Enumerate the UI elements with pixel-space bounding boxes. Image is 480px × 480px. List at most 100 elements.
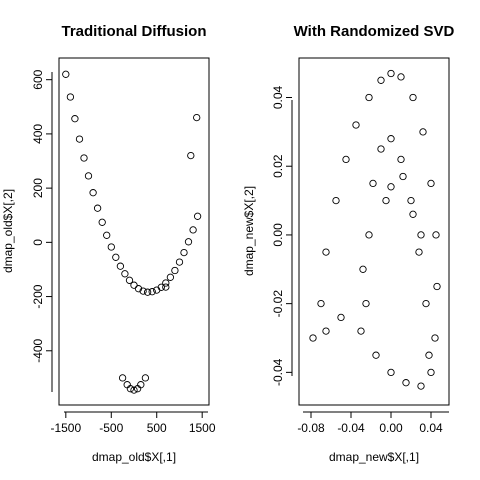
y-tick-label: 600: [31, 69, 45, 89]
x-tick-label: -0.08: [297, 421, 325, 435]
data-point: [162, 279, 170, 287]
data-point: [71, 115, 79, 123]
data-point: [130, 386, 138, 394]
data-point: [322, 248, 330, 256]
y-tick-label: -200: [31, 284, 45, 308]
chart-title: Traditional Diffusion: [62, 23, 207, 40]
data-point: [89, 189, 97, 197]
x-axis-label: dmap_old$X[,1]: [92, 450, 176, 464]
data-point: [362, 299, 370, 308]
data-point: [399, 172, 407, 181]
data-point: [66, 93, 75, 101]
x-tick-group: -1500 -500 500 1500: [50, 412, 216, 435]
x-tick-label: -0.04: [337, 421, 365, 435]
data-point: [417, 382, 425, 390]
data-point: [431, 334, 439, 342]
data-point: [184, 238, 193, 246]
data-point: [157, 283, 165, 291]
y-axis-label: dmap_new$X[,2]: [242, 186, 256, 276]
panel-randomized-svd: With Randomized SVD -0.08 -0.04 0.00 0.04 -…: [242, 23, 455, 464]
data-point: [433, 282, 441, 291]
x-tick-label: 0.04: [419, 421, 443, 435]
data-point: [352, 121, 360, 129]
y-axis-label: dmap_old$X[,2]: [1, 189, 15, 273]
point-layer: [62, 70, 202, 394]
data-point: [387, 69, 395, 78]
data-point: [187, 151, 195, 160]
data-point: [116, 262, 125, 270]
data-point: [98, 218, 106, 226]
point-layer: [309, 69, 441, 390]
data-point: [162, 283, 170, 291]
data-point: [377, 145, 385, 153]
chart-title: With Randomized SVD: [294, 23, 455, 40]
data-point: [397, 73, 405, 81]
data-point: [84, 172, 93, 180]
data-point: [62, 70, 70, 78]
x-tick-label: -500: [99, 421, 123, 435]
x-tick-label: -1500: [50, 421, 81, 435]
data-point: [402, 379, 410, 387]
data-point: [189, 226, 197, 234]
x-tick-label: 1500: [189, 421, 216, 435]
data-point: [322, 327, 330, 335]
data-point: [397, 155, 405, 164]
data-point: [93, 204, 102, 212]
y-tick-label: 0.04: [271, 86, 285, 110]
data-point: [139, 287, 147, 295]
plot-frame: [58, 57, 210, 406]
y-tick-label: -0.04: [271, 358, 285, 386]
data-point: [193, 212, 202, 220]
data-point: [107, 243, 115, 251]
y-tick-label: 200: [31, 178, 45, 198]
data-point: [422, 299, 430, 308]
plot-frame: [298, 57, 450, 406]
x-axis-label: dmap_new$X[,1]: [329, 450, 419, 464]
data-point: [317, 299, 325, 308]
data-point: [432, 231, 440, 239]
data-point: [369, 179, 377, 188]
x-tick-group: -0.08 -0.04 0.00 0.04: [297, 412, 443, 435]
data-point: [193, 113, 201, 122]
data-point: [175, 258, 184, 266]
data-point: [419, 128, 427, 136]
data-point: [130, 281, 138, 289]
data-point: [332, 196, 340, 205]
data-point: [387, 183, 395, 191]
data-point: [103, 231, 111, 239]
y-tick-label: 0: [31, 239, 45, 246]
data-point: [357, 327, 365, 335]
data-point: [425, 351, 433, 359]
data-point: [126, 385, 135, 393]
x-tick-label: 500: [147, 421, 167, 435]
data-point: [372, 351, 380, 359]
data-point: [387, 135, 395, 143]
data-point: [359, 265, 367, 273]
y-tick-label: 400: [31, 124, 45, 144]
data-point: [141, 374, 150, 382]
data-point: [143, 288, 152, 296]
data-point: [409, 93, 417, 102]
data-point: [309, 334, 317, 342]
panel-traditional-diffusion: Traditional Diffusion -1500 -500 500 1500 -…: [1, 23, 216, 464]
data-point: [365, 231, 373, 239]
data-point: [417, 231, 425, 239]
data-point: [75, 135, 84, 143]
y-tick-label: 0.02: [271, 154, 285, 178]
data-point: [427, 368, 435, 377]
data-point: [365, 93, 373, 102]
data-point: [137, 381, 145, 389]
data-point: [134, 285, 143, 293]
data-point: [427, 179, 435, 188]
data-point: [166, 273, 175, 281]
data-point: [123, 381, 131, 389]
x-tick-label: 0.00: [379, 421, 403, 435]
data-point: [382, 196, 390, 205]
data-point: [342, 155, 350, 164]
data-point: [112, 253, 120, 261]
data-point: [125, 276, 134, 284]
data-point: [118, 374, 127, 382]
data-point: [415, 248, 423, 256]
data-point: [407, 196, 415, 205]
